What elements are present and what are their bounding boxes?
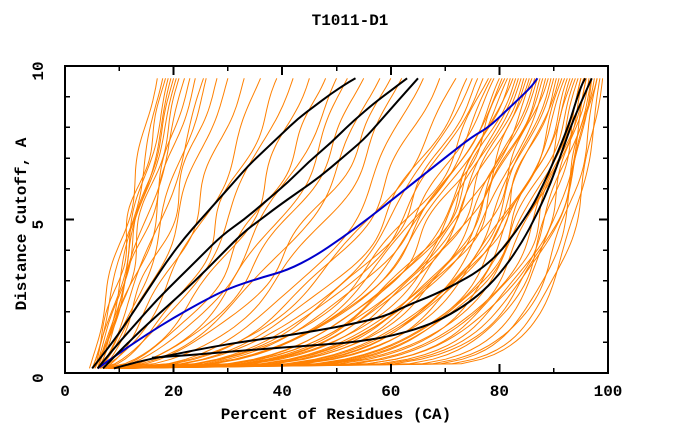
ensemble-curve bbox=[113, 78, 590, 369]
ensemble-curve bbox=[113, 78, 552, 369]
x-tick-label: 0 bbox=[60, 383, 70, 401]
ensemble-curve bbox=[102, 78, 278, 369]
ensemble-curve bbox=[108, 78, 365, 369]
series-black-steep-3 bbox=[102, 77, 419, 370]
ensemble-curve bbox=[119, 78, 484, 369]
ensemble-curve bbox=[97, 78, 196, 369]
x-tick-label: 20 bbox=[164, 383, 183, 401]
x-axis-label: Percent of Residues (CA) bbox=[220, 406, 452, 424]
ensemble-curve bbox=[113, 78, 479, 369]
y-axis-label: Distance Cutoff, A bbox=[13, 137, 31, 311]
ensemble-curve bbox=[119, 78, 495, 369]
ensemble-curve bbox=[108, 78, 541, 369]
ensemble-curve bbox=[102, 78, 218, 369]
ensemble-curve bbox=[88, 78, 158, 369]
ensemble-curve bbox=[99, 78, 207, 369]
ensemble-curve bbox=[108, 78, 533, 369]
ensemble-curve bbox=[111, 78, 441, 369]
y-tick-label: 5 bbox=[30, 220, 48, 230]
x-tick-label: 40 bbox=[273, 383, 292, 401]
ensemble-curve bbox=[108, 78, 517, 369]
ensemble-curve bbox=[108, 78, 327, 369]
ensemble-curve bbox=[113, 78, 424, 369]
ensemble-curve bbox=[113, 78, 468, 369]
ensemble-curve bbox=[111, 78, 549, 369]
series-black-steep-2 bbox=[96, 77, 408, 370]
ensemble-curve bbox=[119, 78, 522, 369]
ensemble-curve bbox=[94, 78, 166, 369]
y-tick-label: 10 bbox=[30, 61, 48, 80]
ensemble-curve bbox=[100, 78, 294, 369]
ensemble-curve bbox=[119, 78, 547, 369]
ensemble-curve bbox=[111, 78, 392, 369]
x-tick-label: 100 bbox=[594, 383, 623, 401]
series-black-steep-1 bbox=[91, 77, 356, 370]
ensemble-curve bbox=[97, 78, 177, 369]
ensemble-curve bbox=[119, 78, 514, 369]
ensemble-curve bbox=[91, 78, 185, 369]
ensemble-curve bbox=[105, 78, 337, 369]
ensemble-curve bbox=[102, 78, 587, 369]
ensemble-curve bbox=[113, 78, 492, 369]
ensemble-curve bbox=[113, 78, 598, 369]
ensemble-curve bbox=[119, 78, 598, 369]
x-tick-label: 60 bbox=[381, 383, 400, 401]
ensemble-curve bbox=[108, 78, 593, 369]
series-black-band-reference bbox=[113, 77, 587, 370]
chart-title: T1011-D1 bbox=[311, 12, 389, 30]
ensemble-curve bbox=[119, 78, 604, 369]
ensemble-curve bbox=[119, 78, 538, 369]
ensemble-curve bbox=[108, 78, 489, 369]
ensemble-curve bbox=[91, 78, 164, 369]
ensemble-curve bbox=[108, 78, 457, 369]
ensemble-curve bbox=[98, 78, 204, 369]
x-tick-label: 80 bbox=[490, 383, 509, 401]
ensemble-curve bbox=[113, 78, 595, 369]
series-black-low-diagonal bbox=[151, 77, 593, 359]
ensemble-curve bbox=[108, 78, 582, 369]
ensemble-curve bbox=[119, 78, 579, 369]
ensemble-curve bbox=[102, 78, 310, 369]
ensemble-curve bbox=[102, 78, 381, 369]
ensemble-curve bbox=[108, 78, 566, 369]
ensemble-curve bbox=[113, 78, 544, 369]
ensemble-curve bbox=[119, 78, 555, 369]
ensemble-curve bbox=[108, 78, 473, 369]
y-tick-label: 0 bbox=[30, 373, 48, 383]
ensemble-curve bbox=[113, 78, 519, 369]
ensemble-curve bbox=[113, 78, 503, 369]
series-blue-highlight bbox=[97, 77, 539, 370]
ensemble-curve bbox=[105, 78, 348, 369]
ensemble-curve bbox=[91, 78, 169, 369]
